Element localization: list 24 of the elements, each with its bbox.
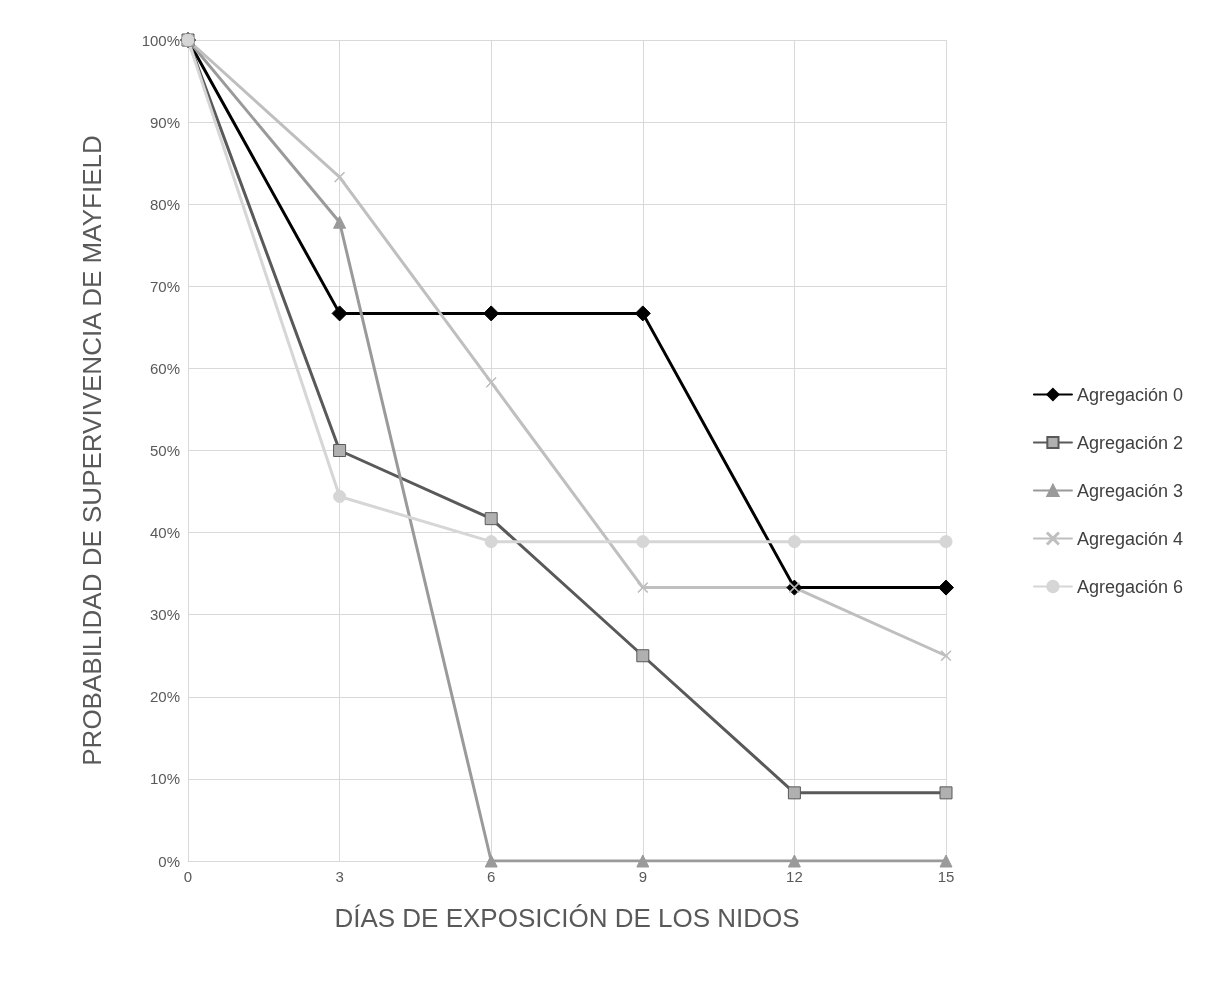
y-tick-label: 90% — [149, 113, 180, 131]
y-tick-label: 70% — [149, 277, 180, 295]
legend-label: Agregación 3 — [1076, 480, 1183, 501]
y-tick-label: 0% — [158, 852, 180, 870]
y-tick-label: 10% — [149, 770, 180, 788]
y-tick-label: 80% — [149, 195, 180, 213]
legend-label: Agregación 2 — [1076, 432, 1183, 453]
x-tick-label: 0 — [183, 868, 193, 885]
x-tick-label: 9 — [638, 868, 647, 885]
y-tick-label: 30% — [149, 606, 180, 624]
legend-label: Agregación 6 — [1076, 576, 1183, 597]
y-axis-title: PROBABILIDAD DE SUPERVIVENCIA DE MAYFIELD — [77, 135, 107, 766]
legend-label: Agregación 4 — [1076, 528, 1183, 549]
y-tick-label: 20% — [149, 688, 180, 706]
x-tick-label: 12 — [786, 868, 803, 885]
x-tick-label: 3 — [335, 868, 344, 885]
x-axis-title: DÍAS DE EXPOSICIÓN DE LOS NIDOS — [334, 903, 800, 933]
y-tick-label: 50% — [149, 442, 180, 459]
y-tick-label: 60% — [149, 359, 180, 377]
legend-label: Agregación 0 — [1076, 384, 1183, 405]
x-tick-label: 6 — [487, 868, 496, 885]
x-tick-label: 15 — [937, 868, 955, 885]
y-tick-label: 100% — [141, 31, 180, 49]
y-tick-label: 40% — [149, 524, 180, 542]
